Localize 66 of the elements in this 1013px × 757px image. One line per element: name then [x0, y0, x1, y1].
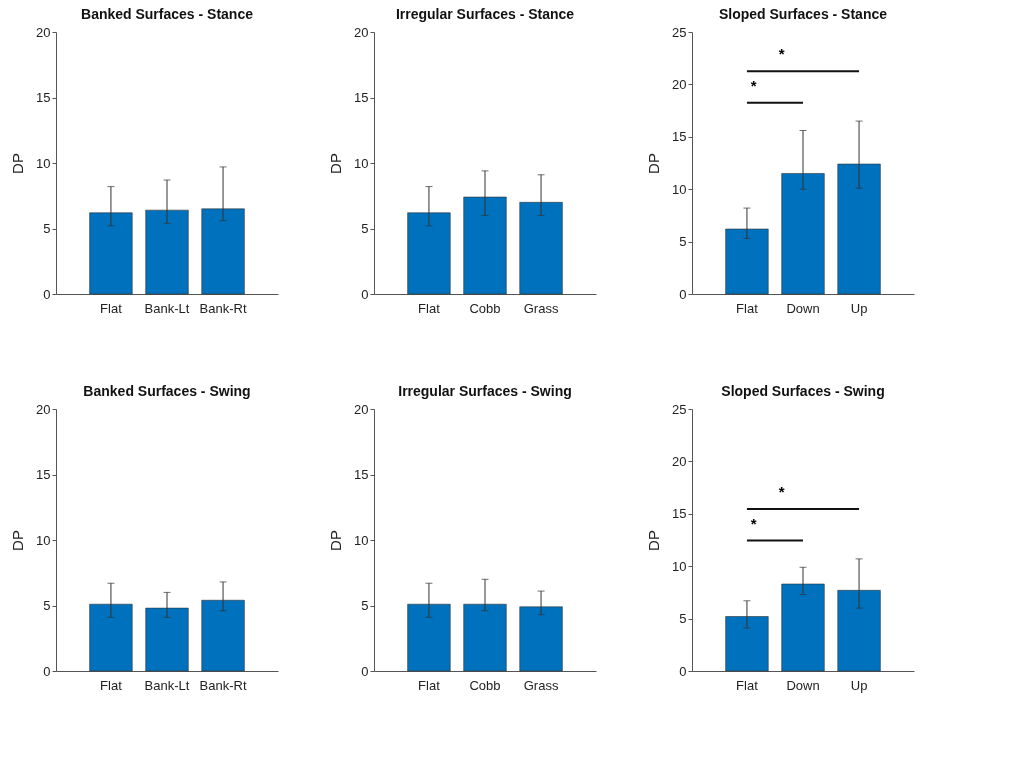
y-tick-label: 10	[36, 155, 51, 171]
y-tick-label: 15	[354, 90, 369, 105]
x-tick-label: Up	[850, 300, 868, 316]
x-tick-label: Flat	[100, 677, 123, 693]
y-tick-label: 5	[679, 234, 687, 250]
y-tick-label: 5	[361, 221, 369, 236]
y-tick-label: 0	[361, 663, 369, 679]
x-tick-label: Cobb	[469, 677, 501, 693]
x-tick-label: Flat	[418, 677, 441, 693]
x-tick-label: Down	[786, 300, 820, 316]
annotation: *	[778, 45, 785, 63]
x-tick-label: Bank-Rt	[199, 677, 247, 693]
x-tick-label: Flat	[736, 300, 759, 316]
y-tick-label: 5	[679, 611, 687, 627]
x-tick-label: Bank-Lt	[144, 300, 190, 316]
y-tick-label: 20	[36, 24, 51, 40]
chart-title: Banked Surfaces - Swing	[83, 383, 251, 399]
y-axis-title: DP	[9, 530, 27, 551]
x-tick-label: Down	[786, 677, 820, 693]
x-tick-label: Bank-Rt	[199, 300, 247, 316]
y-tick-label: 20	[354, 401, 369, 417]
chart-title: Sloped Surfaces - Swing	[721, 383, 885, 399]
y-tick-label: 0	[361, 286, 369, 302]
y-tick-label: 10	[672, 181, 687, 197]
y-axis-title: DP	[327, 153, 345, 174]
y-tick-label: 15	[36, 467, 51, 482]
y-axis-title: DP	[645, 530, 663, 551]
y-axis-title: DP	[645, 153, 663, 174]
y-tick-label: 10	[36, 532, 51, 548]
y-tick-label: 5	[43, 598, 51, 613]
y-tick-label: 15	[672, 129, 687, 145]
annotation: *	[750, 514, 757, 532]
x-tick-label: Flat	[418, 300, 441, 316]
y-tick-label: 15	[354, 467, 369, 482]
y-tick-label: 15	[36, 90, 51, 105]
y-tick-label: 15	[672, 506, 687, 522]
y-tick-label: 25	[672, 24, 687, 40]
y-tick-label: 0	[43, 663, 51, 679]
chart-title: Irregular Surfaces - Swing	[398, 383, 572, 399]
y-tick-label: 5	[361, 598, 369, 613]
x-tick-label: Up	[850, 677, 868, 693]
x-tick-label: Grass	[523, 677, 559, 693]
y-tick-label: 5	[43, 221, 51, 236]
x-tick-label: Flat	[100, 300, 123, 316]
x-tick-label: Flat	[736, 677, 759, 693]
annotation: *	[750, 76, 757, 94]
x-tick-label: Grass	[523, 300, 559, 316]
chart-title: Banked Surfaces - Stance	[81, 6, 254, 22]
y-tick-label: 20	[354, 24, 369, 40]
y-tick-label: 25	[672, 401, 687, 417]
y-tick-label: 20	[672, 453, 687, 469]
y-tick-label: 20	[672, 76, 687, 92]
y-axis-title: DP	[9, 153, 27, 174]
chart-title: Irregular Surfaces - Stance	[395, 6, 575, 22]
y-tick-label: 0	[679, 286, 687, 302]
x-tick-label: Cobb	[469, 300, 501, 316]
y-axis-title: DP	[327, 530, 345, 551]
y-tick-label: 20	[36, 401, 51, 417]
annotation: *	[778, 483, 785, 501]
y-tick-label: 10	[672, 558, 687, 574]
x-tick-label: Bank-Lt	[144, 677, 190, 693]
y-tick-label: 0	[43, 286, 51, 302]
y-tick-label: 0	[679, 663, 687, 679]
y-tick-label: 10	[354, 155, 369, 171]
chart-title: Sloped Surfaces - Stance	[718, 6, 888, 22]
y-tick-label: 10	[354, 532, 369, 548]
